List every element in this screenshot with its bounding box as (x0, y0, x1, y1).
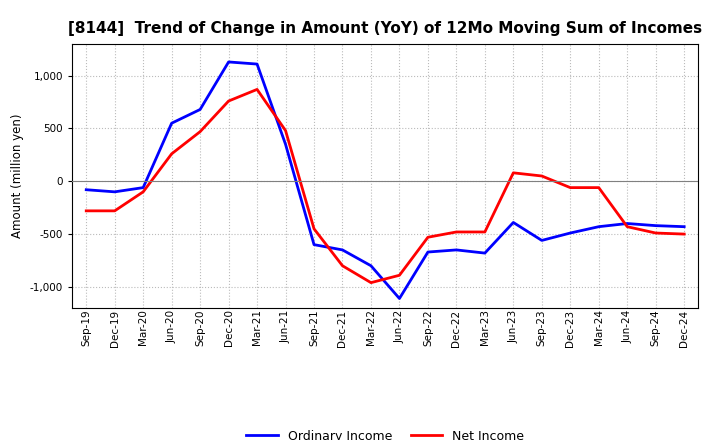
Ordinary Income (680, 224, 688, 229)
Net Income (480, 229, 489, 235)
Ordinary Income (110, 189, 119, 194)
Net Income (282, 128, 290, 133)
Ordinary Income (366, 263, 375, 268)
Ordinary Income (480, 250, 489, 256)
Net Income (652, 231, 660, 236)
Ordinary Income (282, 142, 290, 147)
Line: Net Income: Net Income (86, 89, 684, 282)
Net Income (395, 273, 404, 278)
Y-axis label: Amount (million yen): Amount (million yen) (12, 114, 24, 238)
Net Income (167, 151, 176, 157)
Net Income (225, 99, 233, 104)
Ordinary Income (139, 185, 148, 190)
Ordinary Income (566, 231, 575, 236)
Net Income (623, 224, 631, 229)
Ordinary Income (537, 238, 546, 243)
Net Income (310, 226, 318, 231)
Net Income (423, 235, 432, 240)
Ordinary Income (652, 223, 660, 228)
Net Income (82, 208, 91, 213)
Net Income (452, 229, 461, 235)
Ordinary Income (225, 59, 233, 65)
Net Income (253, 87, 261, 92)
Net Income (595, 185, 603, 190)
Net Income (566, 185, 575, 190)
Ordinary Income (509, 220, 518, 225)
Net Income (680, 231, 688, 237)
Net Income (196, 129, 204, 134)
Net Income (139, 189, 148, 194)
Ordinary Income (310, 242, 318, 247)
Net Income (338, 263, 347, 268)
Ordinary Income (196, 107, 204, 112)
Legend: Ordinary Income, Net Income: Ordinary Income, Net Income (241, 425, 529, 440)
Ordinary Income (423, 249, 432, 255)
Ordinary Income (167, 121, 176, 126)
Ordinary Income (623, 221, 631, 226)
Net Income (537, 173, 546, 179)
Ordinary Income (82, 187, 91, 192)
Ordinary Income (595, 224, 603, 229)
Net Income (509, 170, 518, 176)
Ordinary Income (452, 247, 461, 253)
Ordinary Income (395, 296, 404, 301)
Title: [8144]  Trend of Change in Amount (YoY) of 12Mo Moving Sum of Incomes: [8144] Trend of Change in Amount (YoY) o… (68, 21, 702, 36)
Line: Ordinary Income: Ordinary Income (86, 62, 684, 298)
Net Income (110, 208, 119, 213)
Ordinary Income (338, 247, 347, 253)
Net Income (366, 280, 375, 285)
Ordinary Income (253, 62, 261, 67)
